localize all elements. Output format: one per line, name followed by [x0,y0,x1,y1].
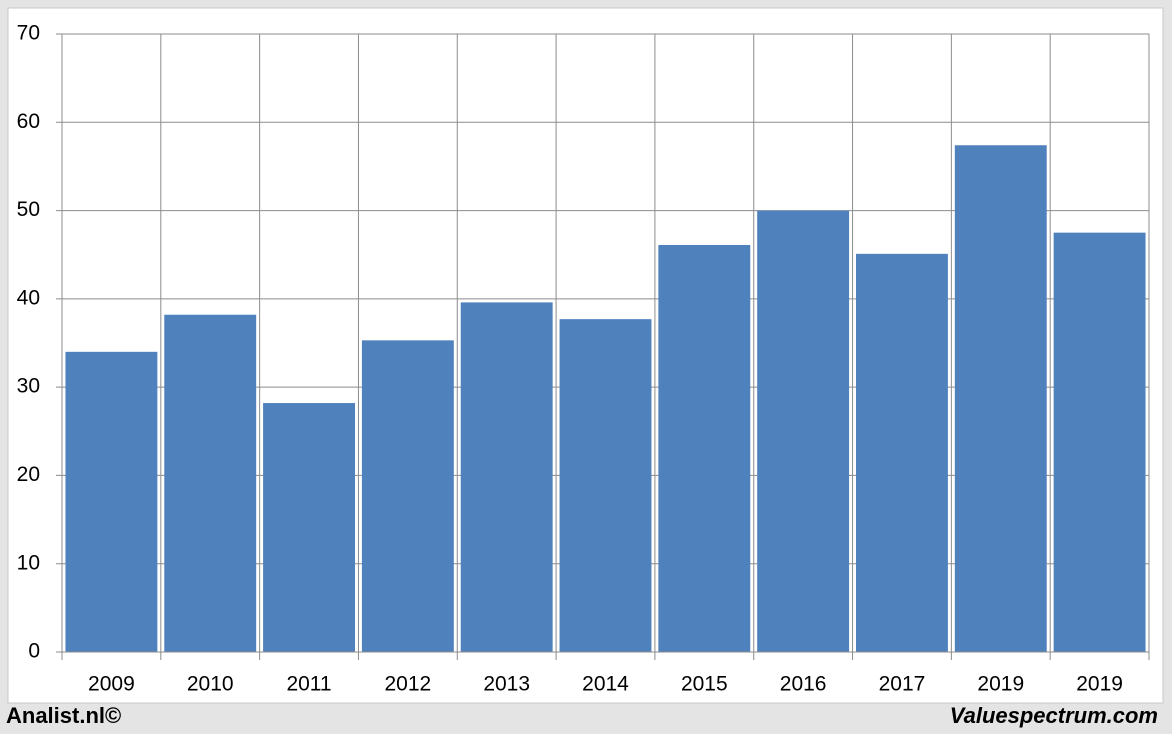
x-tick-label: 2011 [286,673,331,696]
x-tick-label: 2012 [385,673,432,696]
x-tick-label: 2016 [780,673,827,696]
x-tick-label: 2017 [879,673,926,696]
bar [559,319,652,652]
bar [263,403,355,652]
bar [856,253,948,652]
bar [460,302,553,652]
x-tick-label: 2009 [88,673,135,696]
source-left: Analist.nl© [6,703,121,728]
x-tick-label: 2019 [977,673,1024,696]
y-tick-label: 10 [17,551,40,574]
bar [1053,232,1146,652]
source-right: Valuespectrum.com [950,703,1158,728]
bar [658,245,751,652]
x-tick-label: 2019 [1076,673,1123,696]
bar [65,351,158,652]
x-tick-label: 2014 [582,673,629,696]
bar [164,314,257,652]
x-tick-label: 2010 [187,673,234,696]
y-tick-label: 50 [17,198,40,221]
y-tick-label: 40 [17,286,40,309]
y-tick-label: 20 [17,463,40,486]
bar [757,210,850,653]
bar [361,340,454,652]
y-tick-label: 60 [17,110,40,133]
bar [954,145,1047,653]
y-tick-label: 30 [17,375,40,398]
y-tick-label: 70 [17,22,40,45]
x-tick-label: 2013 [483,673,530,696]
x-tick-label: 2015 [681,673,728,696]
y-tick-label: 0 [28,640,40,663]
